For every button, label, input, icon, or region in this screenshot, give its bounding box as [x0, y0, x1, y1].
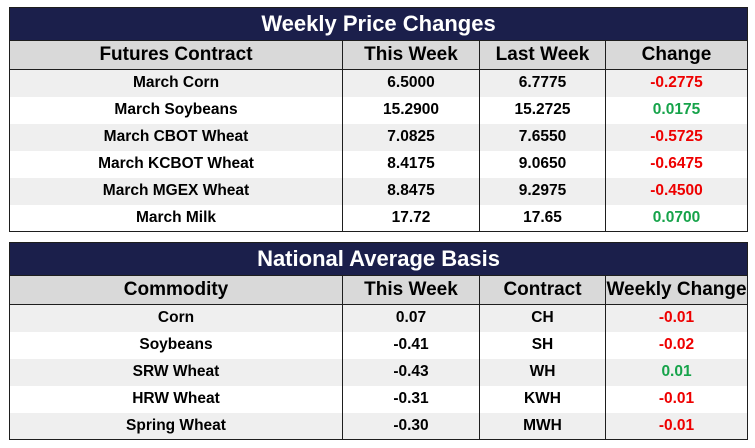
column-header-this-week: This Week: [342, 40, 480, 70]
this-week-cell: 0.07: [342, 304, 480, 332]
this-week-cell: 15.2900: [342, 96, 480, 124]
contract-cell: March KCBOT Wheat: [9, 150, 343, 178]
commodity-cell: Corn: [9, 304, 343, 332]
this-week-cell: -0.41: [342, 331, 480, 359]
last-week-cell: 9.0650: [479, 150, 606, 178]
last-week-cell: 6.7775: [479, 69, 606, 97]
column-header-weekly-change: Weekly Change: [604, 275, 749, 305]
column-header-change: Change: [605, 40, 748, 70]
table-row: March MGEX Wheat 8.8475 9.2975 -0.4500: [9, 177, 748, 205]
table-row: March Milk 17.72 17.65 0.0700: [9, 204, 748, 232]
contract-cell: MWH: [479, 412, 606, 440]
column-header-contract: Contract: [479, 275, 606, 305]
this-week-cell: 8.4175: [342, 150, 480, 178]
table-row: Soybeans -0.41 SH -0.02: [9, 331, 749, 359]
contract-cell: CH: [479, 304, 606, 332]
commodity-cell: Soybeans: [9, 331, 343, 359]
this-week-cell: 7.0825: [342, 123, 480, 151]
column-header-futures-contract: Futures Contract: [9, 40, 343, 70]
change-cell: -0.6475: [605, 150, 748, 178]
this-week-cell: -0.31: [342, 385, 480, 413]
commodity-cell: HRW Wheat: [9, 385, 343, 413]
contract-cell: KWH: [479, 385, 606, 413]
weekly-change-cell: -0.01: [604, 304, 749, 332]
change-cell: -0.5725: [605, 123, 748, 151]
change-cell: 0.0700: [605, 204, 748, 232]
contract-cell: WH: [479, 358, 606, 386]
table-title: National Average Basis: [8, 242, 749, 276]
table-row: HRW Wheat -0.31 KWH -0.01: [9, 385, 749, 413]
contract-cell: March Corn: [9, 69, 343, 97]
contract-cell: SH: [479, 331, 606, 359]
contract-cell: March CBOT Wheat: [9, 123, 343, 151]
table-row: Spring Wheat -0.30 MWH -0.01: [9, 412, 749, 440]
weekly-change-cell: -0.02: [604, 331, 749, 359]
table-row: March KCBOT Wheat 8.4175 9.0650 -0.6475: [9, 150, 748, 178]
weekly-change-cell: -0.01: [604, 385, 749, 413]
national-average-basis-table: National Average Basis Commodity This We…: [8, 242, 749, 440]
commodity-cell: SRW Wheat: [9, 358, 343, 386]
table-row: March Corn 6.5000 6.7775 -0.2775: [9, 69, 748, 97]
table-row: Corn 0.07 CH -0.01: [9, 304, 749, 332]
weekly-price-changes-table: Weekly Price Changes Futures Contract Th…: [9, 7, 748, 232]
this-week-cell: 8.8475: [342, 177, 480, 205]
commodity-cell: Spring Wheat: [9, 412, 343, 440]
last-week-cell: 17.65: [479, 204, 606, 232]
change-cell: -0.4500: [605, 177, 748, 205]
this-week-cell: 17.72: [342, 204, 480, 232]
table-row: March CBOT Wheat 7.0825 7.6550 -0.5725: [9, 123, 748, 151]
column-header-commodity: Commodity: [9, 275, 343, 305]
contract-cell: March MGEX Wheat: [9, 177, 343, 205]
last-week-cell: 9.2975: [479, 177, 606, 205]
table-row: SRW Wheat -0.43 WH 0.01: [9, 358, 749, 386]
weekly-change-cell: 0.01: [604, 358, 749, 386]
change-cell: -0.2775: [605, 69, 748, 97]
weekly-change-cell: -0.01: [604, 412, 749, 440]
table-row: March Soybeans 15.2900 15.2725 0.0175: [9, 96, 748, 124]
contract-cell: March Milk: [9, 204, 343, 232]
change-cell: 0.0175: [605, 96, 748, 124]
this-week-cell: -0.30: [342, 412, 480, 440]
last-week-cell: 7.6550: [479, 123, 606, 151]
last-week-cell: 15.2725: [479, 96, 606, 124]
column-header-last-week: Last Week: [479, 40, 606, 70]
table-title: Weekly Price Changes: [9, 7, 748, 41]
column-header-this-week: This Week: [342, 275, 480, 305]
this-week-cell: 6.5000: [342, 69, 480, 97]
contract-cell: March Soybeans: [9, 96, 343, 124]
this-week-cell: -0.43: [342, 358, 480, 386]
